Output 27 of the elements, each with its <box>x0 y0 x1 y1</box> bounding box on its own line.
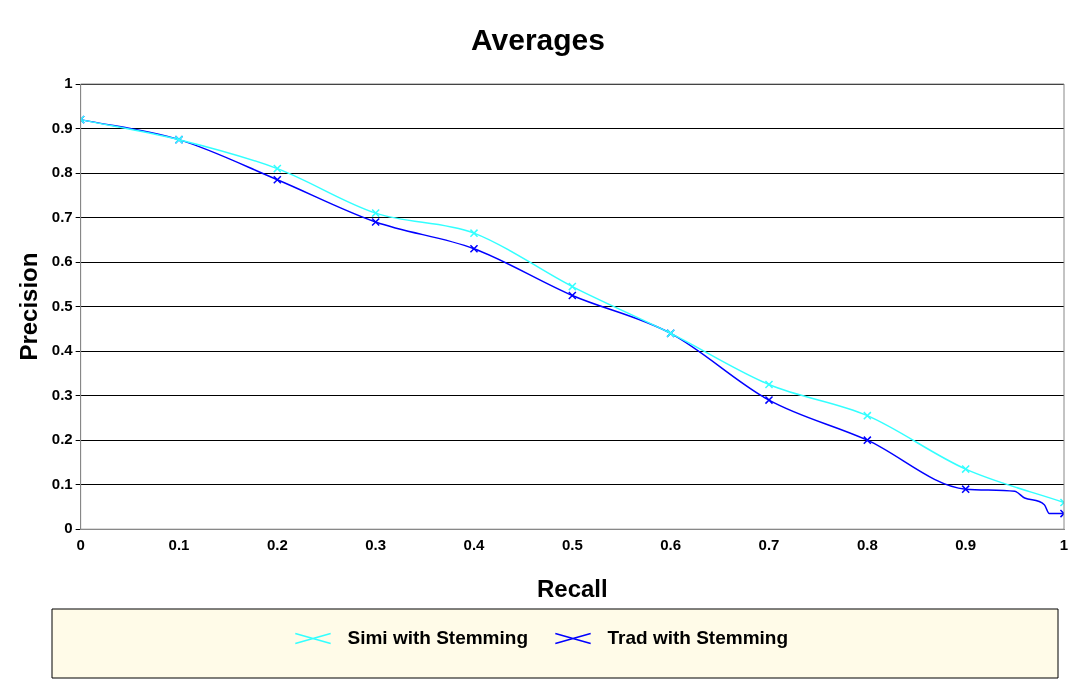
x-tick-label: 0.7 <box>758 536 780 554</box>
y-tick-label: 0.8 <box>51 163 73 181</box>
x-tick-label: 0.8 <box>856 536 878 554</box>
x-tick-label: 0.1 <box>168 536 190 554</box>
x-tick-label: 1 <box>1059 536 1069 554</box>
y-tick-label: 0.7 <box>51 207 73 225</box>
x-axis-title: Recall <box>536 575 608 603</box>
x-tick-label: 0.5 <box>561 536 583 554</box>
y-tick-label: 0 <box>64 519 73 537</box>
x-tick-label: 0 <box>76 536 85 554</box>
x-tick-label: 0.3 <box>365 536 387 554</box>
x-tick-label: 0.2 <box>266 536 288 554</box>
legend-label: Trad with Stemming <box>607 626 789 648</box>
y-tick-label: 0.1 <box>51 474 73 492</box>
x-tick-label: 0.6 <box>660 536 682 554</box>
y-tick-label: 0.5 <box>51 296 73 314</box>
y-tick-label: 0.4 <box>51 341 74 359</box>
chart-title: Averages <box>471 23 605 57</box>
x-tick-label: 0.4 <box>463 536 486 554</box>
y-tick-label: 0.9 <box>51 118 73 136</box>
x-tick-label: 0.9 <box>955 536 977 554</box>
y-tick-label: 0.2 <box>51 430 73 448</box>
y-tick-label: 1 <box>64 74 73 92</box>
y-axis-title: Precision <box>15 252 43 361</box>
y-tick-label: 0.6 <box>51 252 73 270</box>
y-tick-label: 0.3 <box>51 385 73 403</box>
legend-label: Simi with Stemming <box>347 626 529 648</box>
